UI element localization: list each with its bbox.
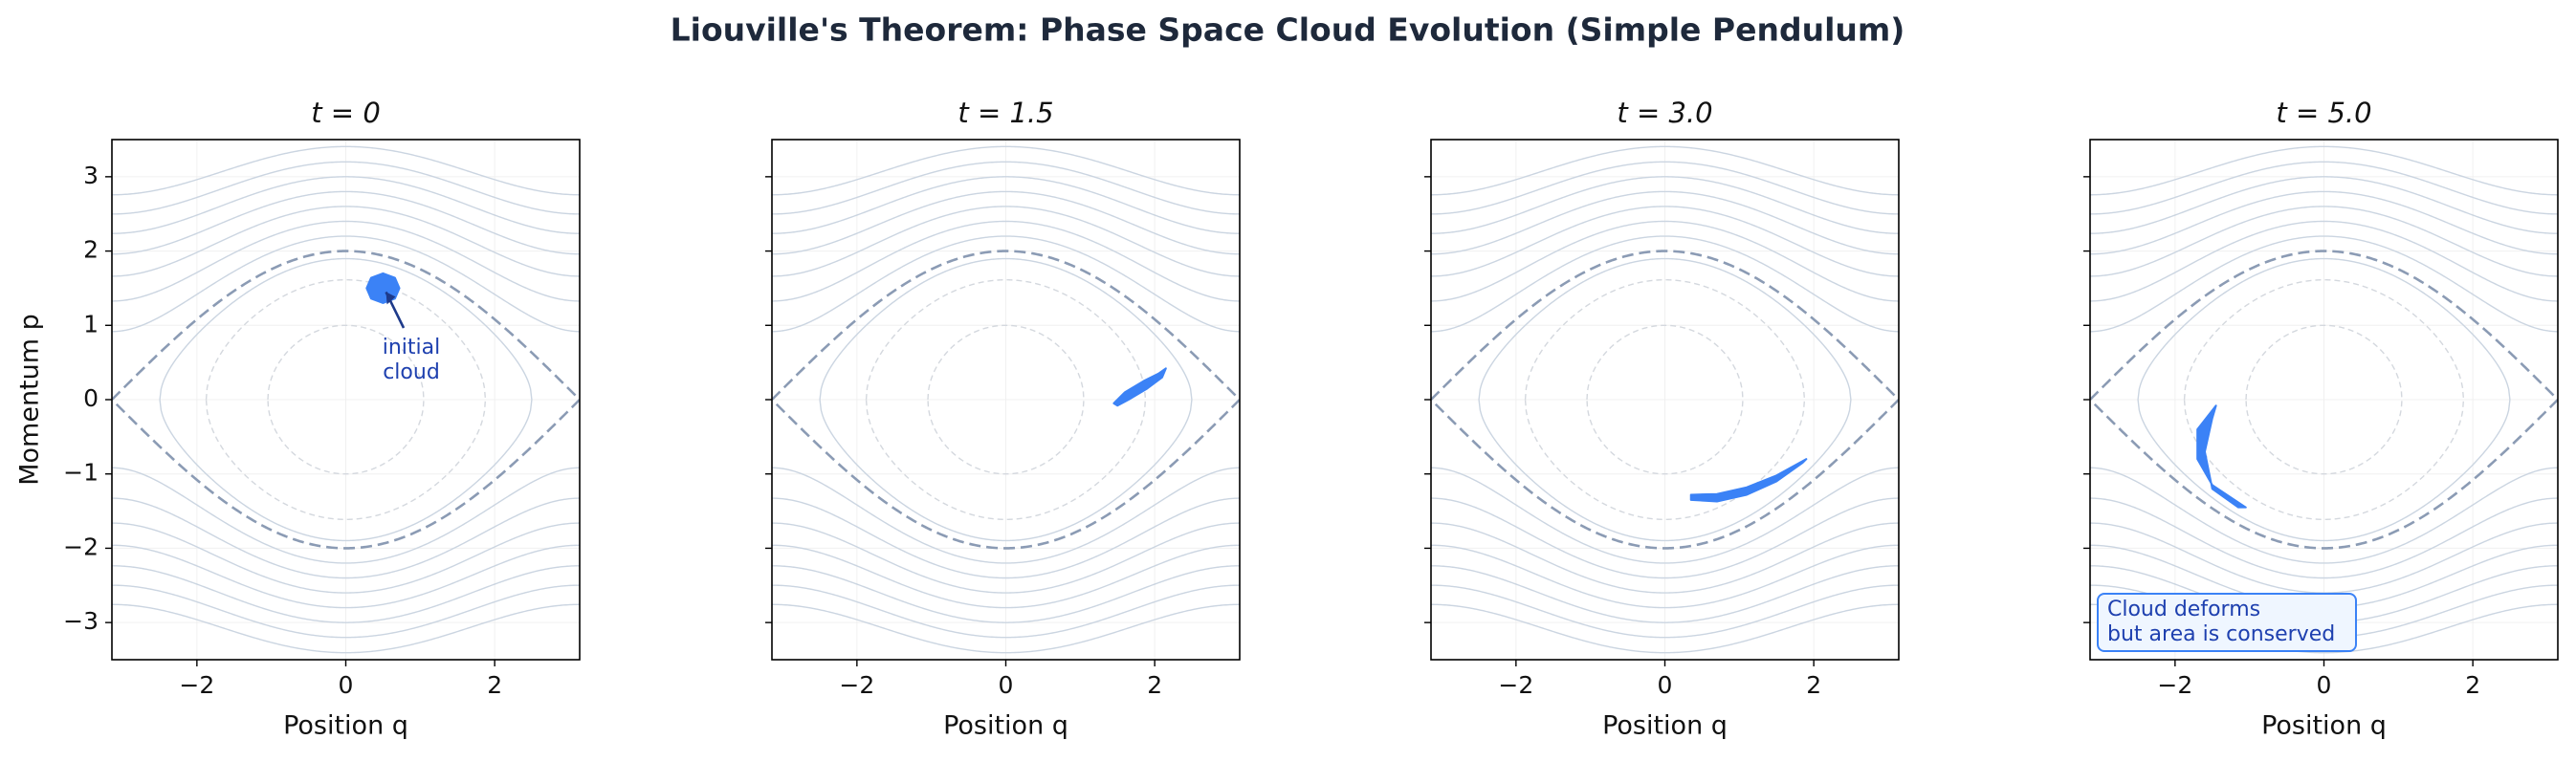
contour xyxy=(1431,235,1899,564)
panel: −2 0 2 −3 −2 −1 0 1 2 3 t = 0 Position q Momentum p i… xyxy=(15,97,581,741)
dashed-contour xyxy=(1586,324,1744,475)
contour xyxy=(112,161,580,639)
contour xyxy=(159,257,533,542)
x-tick-label: 2 xyxy=(2465,671,2480,699)
contour xyxy=(112,190,580,609)
panel-title: t = 0 xyxy=(311,97,381,129)
x-tick-label: 2 xyxy=(1806,671,1821,699)
contour xyxy=(772,145,1240,654)
contour xyxy=(1431,145,1899,654)
y-tick-label: 3 xyxy=(83,162,99,189)
x-axis-label: Position q xyxy=(943,711,1068,741)
x-tick-label: −2 xyxy=(2157,671,2192,699)
x-tick-label: 2 xyxy=(1147,671,1162,699)
panel-title: t = 5.0 xyxy=(2276,97,2371,129)
x-tick-label: −2 xyxy=(1498,671,1533,699)
contour xyxy=(2137,257,2511,542)
contour xyxy=(772,190,1240,609)
plot-area xyxy=(2090,140,2558,660)
cloud xyxy=(365,272,401,304)
dashed-contour xyxy=(2245,324,2403,475)
contour xyxy=(112,176,580,623)
contour xyxy=(772,176,1240,623)
separatrix xyxy=(112,250,580,550)
contour xyxy=(1431,206,1899,594)
note-box xyxy=(2097,593,2357,652)
contour xyxy=(1431,220,1899,579)
annotation: cloud xyxy=(383,360,440,384)
contour xyxy=(112,220,580,579)
x-axis-label: Position q xyxy=(1602,711,1728,741)
cloud xyxy=(1689,458,1808,503)
x-axis-label: Position q xyxy=(2261,711,2387,741)
contour xyxy=(819,257,1193,542)
separatrix xyxy=(1431,250,1899,550)
y-tick-label: −2 xyxy=(63,533,99,560)
y-tick-label: 0 xyxy=(83,384,99,412)
contour xyxy=(772,235,1240,564)
panel-title: t = 3.0 xyxy=(1617,97,1712,129)
y-tick-label: −3 xyxy=(63,607,99,635)
contour xyxy=(112,145,580,654)
plot-area xyxy=(772,140,1240,660)
contour xyxy=(1478,257,1852,542)
suptitle: Liouville's Theorem: Phase Space Cloud E… xyxy=(671,11,1905,49)
contour xyxy=(2090,220,2558,579)
x-tick-label: 0 xyxy=(339,671,354,699)
arrow-head xyxy=(385,292,396,305)
contour xyxy=(772,161,1240,639)
annotation: initial xyxy=(383,336,441,359)
panel-title: t = 1.5 xyxy=(958,97,1053,129)
y-tick-label: 2 xyxy=(83,236,99,264)
cloud xyxy=(1112,367,1167,407)
y-axis-label: Momentum p xyxy=(15,314,45,486)
contour xyxy=(1431,176,1899,623)
contour xyxy=(112,235,580,564)
contour xyxy=(772,206,1240,594)
x-tick-label: 0 xyxy=(1658,671,1673,699)
x-tick-label: 2 xyxy=(487,671,502,699)
cloud xyxy=(2196,404,2247,509)
contour xyxy=(2090,235,2558,564)
contour xyxy=(1431,161,1899,639)
x-tick-label: 0 xyxy=(2317,671,2332,699)
y-tick-label: −1 xyxy=(63,459,99,487)
x-tick-label: −2 xyxy=(839,671,874,699)
panel: −2 0 2 t = 3.0 Position q xyxy=(1424,97,1900,741)
contour xyxy=(772,220,1240,579)
y-tick-label: 1 xyxy=(83,310,99,337)
panel: −2 0 2 t = 1.5 Position q xyxy=(765,97,1241,741)
dashed-contour xyxy=(927,324,1085,475)
note: Cloud deforms xyxy=(2107,598,2260,621)
plot-area xyxy=(112,140,580,660)
x-tick-label: 0 xyxy=(999,671,1014,699)
x-axis-label: Position q xyxy=(283,711,408,741)
contour xyxy=(1431,190,1899,609)
contour xyxy=(112,206,580,594)
x-tick-label: −2 xyxy=(179,671,214,699)
separatrix xyxy=(772,250,1240,550)
separatrix xyxy=(2090,250,2558,550)
note: but area is conserved xyxy=(2107,622,2335,646)
plot-area xyxy=(1431,140,1899,660)
dashed-contour xyxy=(267,324,425,475)
